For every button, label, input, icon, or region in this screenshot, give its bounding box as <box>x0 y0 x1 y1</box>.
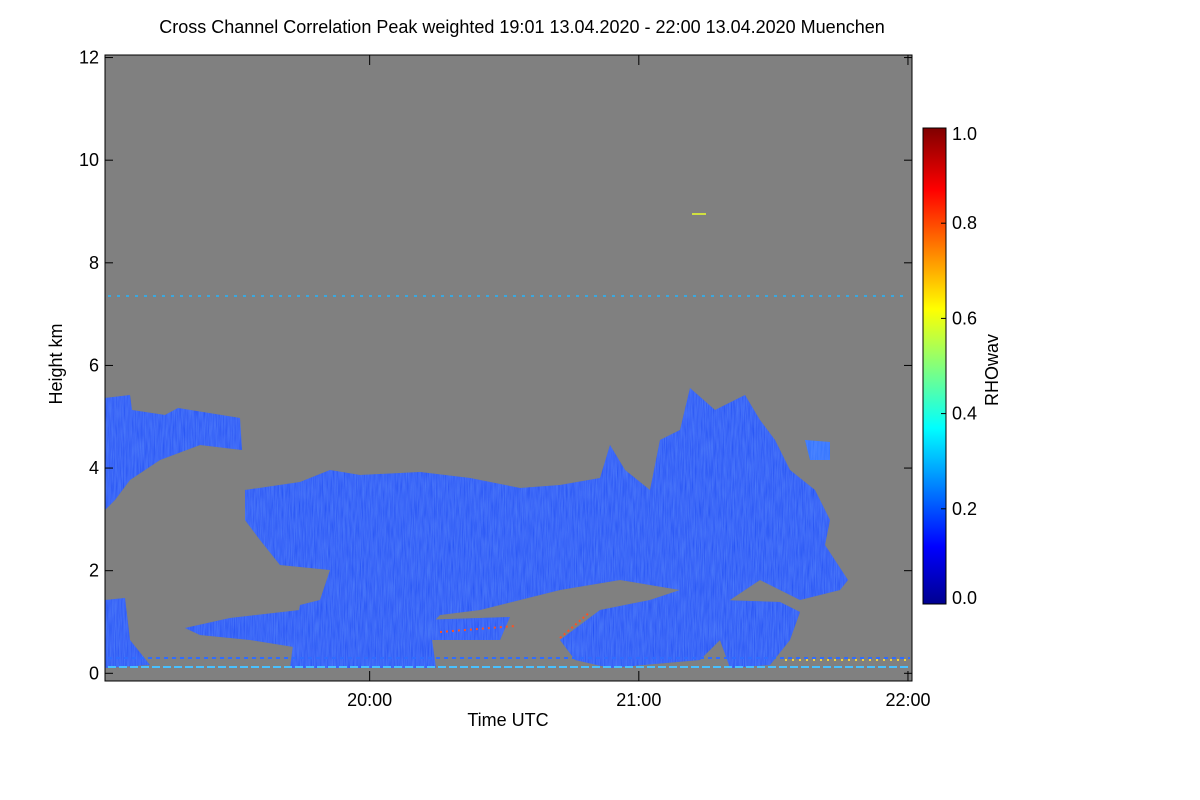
x-tick-label: 20:00 <box>347 690 392 710</box>
chart-title: Cross Channel Correlation Peak weighted … <box>159 17 885 37</box>
y-tick-label: 0 <box>89 663 99 683</box>
plot-frame <box>104 54 913 682</box>
colorbar-tick-label: 0.4 <box>952 404 977 424</box>
colorbar <box>922 127 947 605</box>
streaks <box>108 213 910 668</box>
y-tick-label: 6 <box>89 355 99 375</box>
y-tick-label: 4 <box>89 458 99 478</box>
x-tick-label: 21:00 <box>616 690 661 710</box>
colorbar-title: RHOwav <box>982 334 1002 406</box>
colorbar-tick-label: 0.6 <box>952 308 977 328</box>
y-tick-label: 12 <box>79 48 99 68</box>
colorbar-tick-label: 0.2 <box>952 499 977 519</box>
colorbar-tick-label: 0.0 <box>952 588 977 608</box>
x-tick-label: 22:00 <box>885 690 930 710</box>
y-tick-label: 8 <box>89 253 99 273</box>
x-axis-title: Time UTC <box>467 710 548 730</box>
colorbar-tick-label: 0.8 <box>952 213 977 233</box>
y-tick-label: 10 <box>79 150 99 170</box>
colorbar-tick-label: 1.0 <box>952 124 977 144</box>
cloud-field <box>105 388 848 668</box>
y-axis-title: Height km <box>46 323 66 404</box>
y-tick-label: 2 <box>89 561 99 581</box>
